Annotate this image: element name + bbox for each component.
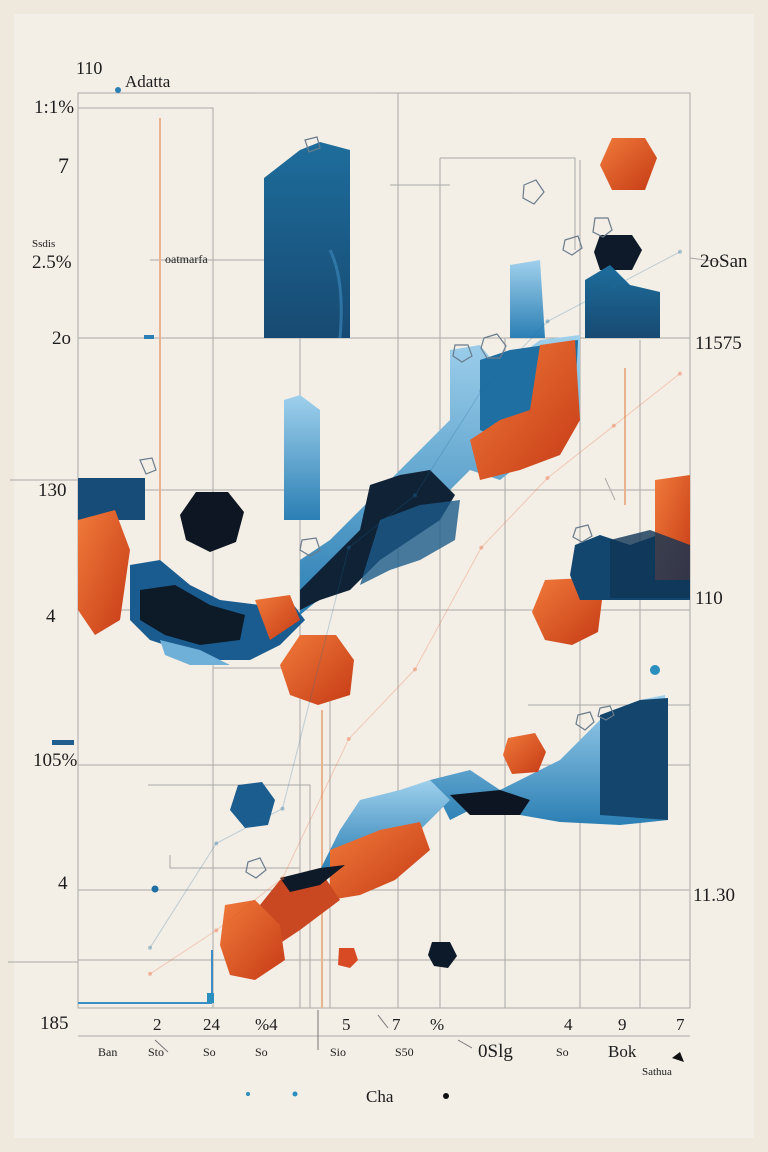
series-1-point xyxy=(280,876,285,881)
x-tick-top: % xyxy=(430,1015,445,1034)
x-tick-bottom: Ban xyxy=(98,1045,118,1059)
x-tick-top: 7 xyxy=(392,1015,401,1034)
chart-title: Adatta xyxy=(125,72,171,91)
series-0-point xyxy=(678,249,682,254)
x-tick-bottom: Sio xyxy=(330,1045,347,1059)
series-0-point xyxy=(214,841,219,846)
series-1-point xyxy=(346,737,351,741)
y-label-3-small: Ssdis xyxy=(32,238,56,250)
series-1-point xyxy=(678,371,682,376)
right-label-1: 2oSan xyxy=(700,251,748,272)
y-label-5: 130 xyxy=(38,480,67,501)
series-0-point xyxy=(479,389,484,393)
series-1-point xyxy=(545,476,550,480)
x-tick-bottom: S50 xyxy=(395,1045,414,1059)
y-label-9: 185 xyxy=(40,1013,69,1034)
x-tick-bottom: 0Slg xyxy=(478,1041,513,1062)
x-tick-top: 7 xyxy=(676,1015,685,1034)
x-tick-bottom: So xyxy=(255,1045,268,1059)
series-0-point xyxy=(148,945,152,950)
y-label-2: 7 xyxy=(58,153,69,178)
right-label-4: 11.30 xyxy=(693,885,736,906)
series-1-point xyxy=(148,971,152,976)
y-label-6: 4 xyxy=(46,606,56,627)
x-tick-top: 9 xyxy=(618,1015,627,1034)
x-tick-top: 5 xyxy=(342,1015,351,1034)
y-label-4: 2o xyxy=(52,328,71,349)
x-tick-top: %4 xyxy=(255,1015,278,1034)
x-tick-bottom: So xyxy=(556,1045,569,1059)
series-0-line xyxy=(149,251,681,949)
x-tick-bottom: Bok xyxy=(608,1042,637,1061)
inner-label-bottom-right: Sathua xyxy=(642,1066,672,1078)
series-0-point xyxy=(280,806,285,811)
inner-label-mid: oatmarfa xyxy=(165,252,208,266)
series-1-point xyxy=(214,928,219,933)
x-tick-bottom: So xyxy=(203,1045,216,1059)
series-0-point xyxy=(545,319,550,324)
y-label-1: 1:1% xyxy=(34,97,75,118)
x-tick-bottom: Sto xyxy=(148,1045,165,1059)
right-label-2: 11575 xyxy=(695,333,742,354)
top-number: 110 xyxy=(76,58,103,78)
y-label-7: 105% xyxy=(33,750,78,771)
series-1-point xyxy=(413,667,417,672)
right-label-3: 110 xyxy=(695,588,723,609)
series-1-line xyxy=(149,373,681,975)
series-0-point xyxy=(346,545,351,550)
x-tick-top: 4 xyxy=(564,1015,573,1034)
series-1-point xyxy=(611,423,616,428)
x-tick-top: 24 xyxy=(203,1015,220,1034)
x-tick-top: 2 xyxy=(153,1015,162,1034)
series-1-point xyxy=(479,545,484,550)
series-0-point xyxy=(611,284,616,289)
y-label-3: 2.5% xyxy=(32,252,72,273)
footer-label: Cha xyxy=(366,1087,394,1106)
y-label-8: 4 xyxy=(58,873,68,894)
series-0-point xyxy=(413,493,417,498)
